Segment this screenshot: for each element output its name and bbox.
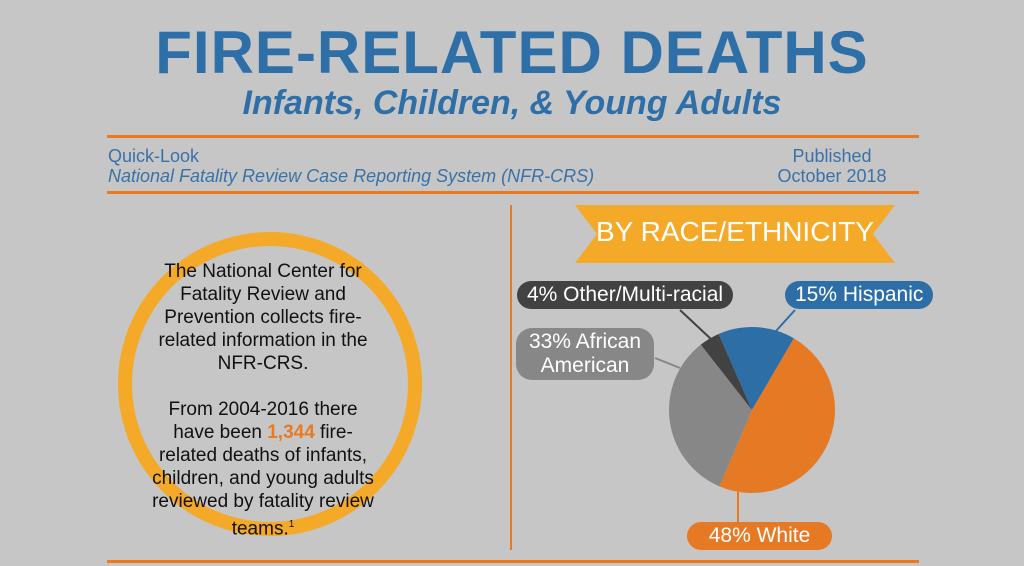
chart-title: BY RACE/ETHNICITY: [596, 216, 874, 247]
leader-line: [679, 309, 713, 341]
published-label: Published: [792, 146, 872, 166]
divider-vertical: [510, 205, 512, 550]
info-paragraph-1: The National Center for Fatality Review …: [158, 261, 368, 374]
divider-header: [107, 191, 919, 194]
leader-line: [654, 357, 681, 369]
pie-slice-hispanic: [718, 327, 794, 410]
system-name: National Fatality Review Case Reporting …: [108, 166, 595, 186]
text: From 2004-2016 there have been: [168, 399, 358, 443]
label-white: 48% White: [687, 522, 832, 550]
label-other: 4% Other/Multi-racial: [517, 281, 734, 309]
label-african-american: 33% African American: [516, 328, 654, 380]
chart-title-banner: [575, 205, 895, 263]
divider-bottom: [107, 560, 919, 563]
death-count: 1,344: [267, 422, 315, 443]
text: fire-related deaths of infants, children…: [152, 422, 374, 540]
pie-slice-white: [719, 338, 835, 493]
published-date: October 2018: [777, 166, 887, 186]
label-hispanic: 15% Hispanic: [785, 281, 934, 309]
leader-line: [775, 309, 796, 332]
pie-slice-african-american: [669, 344, 752, 487]
footnote: 1: [288, 519, 295, 530]
page-subtitle: Infants, Children, & Young Adults: [242, 84, 782, 122]
divider-top: [107, 135, 919, 138]
info-text: The National Center for Fatality Review …: [150, 260, 376, 540]
pie-slice-other-multi-racial: [700, 334, 752, 410]
quicklook-label: Quick-Look: [108, 146, 200, 166]
page-title: FIRE-RELATED DEATHS: [155, 19, 869, 86]
info-paragraph-2: From 2004-2016 there have been 1,344 fir…: [150, 398, 376, 540]
